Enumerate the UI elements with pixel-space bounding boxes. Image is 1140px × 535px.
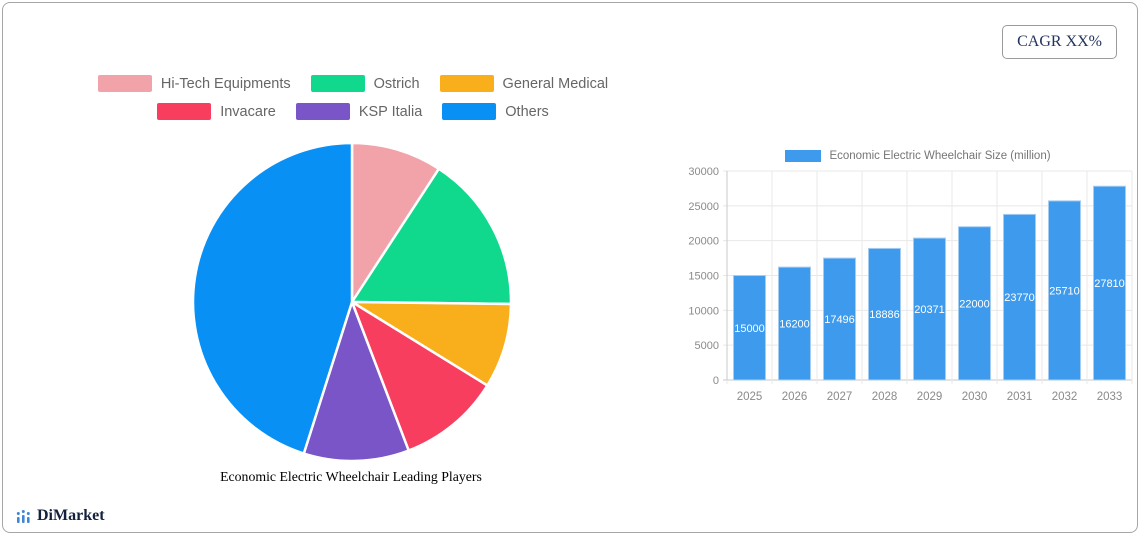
pie-legend-item[interactable]: Hi-Tech Equipments xyxy=(97,75,291,92)
pie-slice-ostrich[interactable] xyxy=(350,167,513,306)
pie-legend-item[interactable]: Invacare xyxy=(157,103,276,120)
legend-swatch xyxy=(295,103,350,120)
x-axis-tick-label: 2025 xyxy=(737,391,763,403)
bar-2025[interactable] xyxy=(733,275,766,381)
y-axis-tick-label: 30000 xyxy=(688,166,719,178)
legend-label: Others xyxy=(505,103,549,120)
bar-value-label: 23770 xyxy=(1004,292,1035,304)
legend-label: General Medical xyxy=(502,75,609,92)
y-axis-tick-label: 5000 xyxy=(695,340,719,352)
y-axis-tick-label: 25000 xyxy=(688,201,719,213)
legend-swatch xyxy=(442,103,497,120)
legend-swatch xyxy=(310,75,365,92)
bar-value-label: 25710 xyxy=(1049,285,1080,297)
pie-chart-title: Economic Electric Wheelchair Leading Pla… xyxy=(220,469,482,484)
bar-value-label: 27810 xyxy=(1094,278,1125,290)
x-axis-tick-label: 2028 xyxy=(872,391,898,403)
x-axis-tick-label: 2033 xyxy=(1097,391,1123,403)
y-axis-tick-label: 0 xyxy=(713,375,719,387)
pie-legend-row: Invacare KSP Italia Others xyxy=(157,103,549,120)
bar-2031[interactable] xyxy=(1003,213,1036,381)
bar-2028[interactable] xyxy=(868,247,901,381)
bar-value-label: 15000 xyxy=(734,323,765,335)
bar-value-label: 17496 xyxy=(824,314,855,326)
pie-legend-row: Hi-Tech Equipments Ostrich General Medical xyxy=(97,75,609,92)
cagr-badge[interactable]: CAGR XX% xyxy=(1002,25,1117,59)
legend-label: KSP Italia xyxy=(358,103,423,120)
y-axis-tick-label: 15000 xyxy=(688,271,719,283)
pie-legend-item[interactable]: Ostrich xyxy=(310,75,420,92)
legend-label: Hi-Tech Equipments xyxy=(160,75,291,92)
pie-legend: Hi-Tech Equipments Ostrich General Medical… xyxy=(33,75,673,120)
x-axis-tick-label: 2030 xyxy=(962,391,988,403)
bar-legend-label: Economic Electric Wheelchair Size (milli… xyxy=(829,150,1051,162)
x-axis-tick-label: 2029 xyxy=(917,391,943,403)
logo-text: DiMarket xyxy=(37,507,105,524)
pie-slice-hi-tech-equipments[interactable] xyxy=(350,141,441,304)
bar-2033[interactable] xyxy=(1093,185,1126,381)
x-axis-tick-label: 2031 xyxy=(1007,391,1033,403)
y-axis-tick-label: 20000 xyxy=(688,236,719,248)
pie-slice-invacare[interactable] xyxy=(350,300,489,452)
pie-legend-item[interactable]: KSP Italia xyxy=(295,103,423,120)
dimarket-logo[interactable]: DiMarket xyxy=(16,507,105,524)
x-axis-tick-label: 2027 xyxy=(827,391,853,403)
legend-swatch xyxy=(439,75,494,92)
bar-legend-item[interactable]: Economic Electric Wheelchair Size (milli… xyxy=(703,150,1133,162)
legend-label: Ostrich xyxy=(373,75,420,92)
legend-swatch xyxy=(157,103,212,120)
x-axis-tick-label: 2026 xyxy=(782,391,808,403)
legend-swatch xyxy=(97,75,152,92)
y-axis-tick-label: 10000 xyxy=(688,305,719,317)
bar-value-label: 18886 xyxy=(869,309,900,321)
pie-slice-others[interactable] xyxy=(191,141,354,455)
pie-chart xyxy=(191,141,513,463)
bar-2030[interactable] xyxy=(958,226,991,381)
pie-legend-item[interactable]: Others xyxy=(442,103,549,120)
x-axis-tick-label: 2032 xyxy=(1052,391,1078,403)
pie-slice-ksp-italia[interactable] xyxy=(302,300,410,463)
bar-chart-logo-icon xyxy=(16,510,30,523)
pie-slice-general-medical[interactable] xyxy=(350,300,513,387)
bar-value-label: 20371 xyxy=(914,304,945,316)
bar-2026[interactable] xyxy=(778,266,811,381)
bar-2032[interactable] xyxy=(1048,200,1081,381)
bar-2029[interactable] xyxy=(913,237,946,381)
bar-value-label: 22000 xyxy=(959,298,990,310)
bar-2027[interactable] xyxy=(823,257,856,381)
bar-chart: 0 5000 10000 15000 20000 25000 30000 15000 2025 1… xyxy=(688,166,1133,403)
legend-label: Invacare xyxy=(220,103,276,120)
bar-value-label: 16200 xyxy=(779,319,810,331)
bar-legend-swatch xyxy=(785,150,822,162)
pie-legend-item[interactable]: General Medical xyxy=(439,75,609,92)
